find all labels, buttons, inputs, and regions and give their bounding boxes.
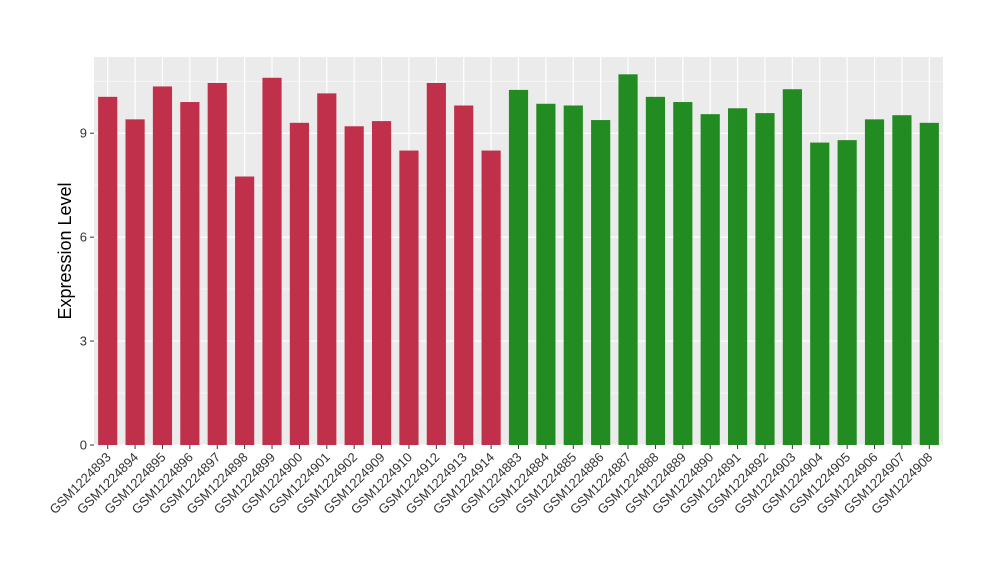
bar-GSM1224902	[344, 126, 364, 446]
y-tick-label: 0	[80, 438, 87, 453]
y-tick-label: 9	[80, 126, 87, 141]
y-tick-label: 3	[80, 334, 87, 349]
bar-GSM1224906	[864, 119, 885, 445]
bar-GSM1224886	[591, 120, 611, 446]
y-tick-label: 6	[80, 230, 87, 245]
x-axis: GSM1224893GSM1224894GSM1224895GSM1224896…	[46, 445, 935, 517]
bar-GSM1224899	[262, 77, 282, 446]
bar-GSM1224894	[125, 119, 145, 445]
bar-GSM1224891	[728, 108, 748, 446]
bar-GSM1224887	[618, 74, 638, 446]
bar-GSM1224890	[700, 114, 720, 446]
bar-GSM1224892	[755, 113, 775, 445]
bar-GSM1224914	[481, 150, 501, 446]
bars	[98, 74, 939, 446]
bar-GSM1224908	[919, 122, 939, 446]
bar-GSM1224905	[837, 140, 857, 445]
bar-GSM1224895	[152, 86, 173, 446]
bar-GSM1224907	[892, 115, 912, 445]
bar-GSM1224904	[810, 142, 830, 445]
bar-GSM1224910	[399, 150, 419, 446]
bar-GSM1224901	[317, 93, 337, 445]
bar-GSM1224909	[371, 121, 392, 445]
bar-GSM1224885	[563, 105, 583, 445]
bar-GSM1224903	[782, 89, 802, 445]
bar-GSM1224896	[180, 102, 200, 446]
bar-GSM1224883	[508, 89, 529, 446]
y-axis-title: Expression Level	[55, 182, 75, 319]
bar-GSM1224889	[673, 102, 693, 446]
bar-GSM1224884	[536, 103, 556, 446]
bar-GSM1224888	[645, 96, 666, 445]
bar-GSM1224912	[426, 82, 446, 445]
bar-GSM1224900	[289, 122, 309, 446]
bar-GSM1224898	[235, 176, 255, 445]
y-axis: 0 3 6 9	[80, 126, 94, 453]
bar-GSM1224897	[207, 82, 227, 445]
bar-GSM1224893	[98, 96, 118, 445]
bar-GSM1224913	[454, 105, 474, 445]
